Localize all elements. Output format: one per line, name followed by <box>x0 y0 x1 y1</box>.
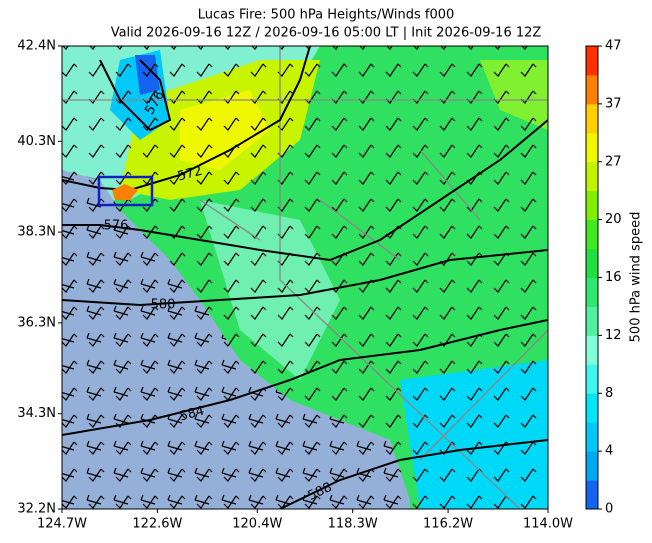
colorbar-tick-label: 0 <box>605 502 613 517</box>
colorbar-segment <box>586 219 598 250</box>
x-tick-label: 116.2W <box>423 517 473 532</box>
y-tick-label: 36.3N <box>17 315 56 330</box>
colorbar-tick-label: 16 <box>605 270 622 285</box>
colorbar-segment <box>586 335 598 365</box>
colorbar-segment <box>586 46 598 76</box>
x-tick-label: 120.4W <box>232 517 282 532</box>
map <box>62 46 548 509</box>
y-tick-label: 34.3N <box>17 406 56 421</box>
colorbar-segment <box>586 103 598 134</box>
plot-frame <box>61 45 549 510</box>
colorbar-segment <box>586 306 598 336</box>
colorbar-segment <box>586 451 598 481</box>
contour-label: 580 <box>151 298 176 313</box>
colorbar-segment <box>586 161 598 192</box>
colorbar-segment <box>586 422 598 452</box>
colorbar-tick-label: 8 <box>605 386 613 401</box>
colorbar-segment <box>586 393 598 423</box>
contour-label: 584 <box>178 404 206 425</box>
contour-label: 572 <box>176 164 204 185</box>
colorbar-segment <box>586 277 598 307</box>
colorbar-tick-label: 27 <box>605 154 622 169</box>
contour-labels: 576 572 576 580 584 588 <box>104 88 335 504</box>
x-tick-label: 114.0W <box>523 517 573 532</box>
y-tick-label: 42.4N <box>17 39 56 54</box>
y-tick-label: 40.3N <box>17 134 56 149</box>
colorbar-segment <box>586 132 598 163</box>
x-tick-label: 118.3W <box>328 517 378 532</box>
x-tick-label: 122.6W <box>132 517 182 532</box>
colorbar-segment <box>586 364 598 394</box>
y-tick-label: 32.2N <box>17 502 56 517</box>
chart-subtitle: Valid 2026-09-16 12Z / 2026-09-16 05:00 … <box>111 26 542 41</box>
y-tick-label: 38.3N <box>17 225 56 240</box>
colorbar-tick-label: 12 <box>605 328 622 343</box>
colorbar-tick-label: 20 <box>605 212 622 227</box>
colorbar-label: 500 hPa wind speed <box>629 212 644 343</box>
colorbar-segment <box>586 480 598 510</box>
chart-title: Lucas Fire: 500 hPa Heights/Winds f000 <box>198 8 455 23</box>
colorbar-tick-label: 4 <box>605 444 613 459</box>
colorbar-tick-label: 37 <box>605 96 622 111</box>
colorbar-tick-label: 47 <box>605 39 622 54</box>
x-tick-label: 124.7W <box>37 517 87 532</box>
colorbar-segment <box>586 74 598 105</box>
contour-label: 576 <box>104 219 129 234</box>
colorbar-segment <box>586 248 598 278</box>
colorbar-segment <box>586 190 598 221</box>
